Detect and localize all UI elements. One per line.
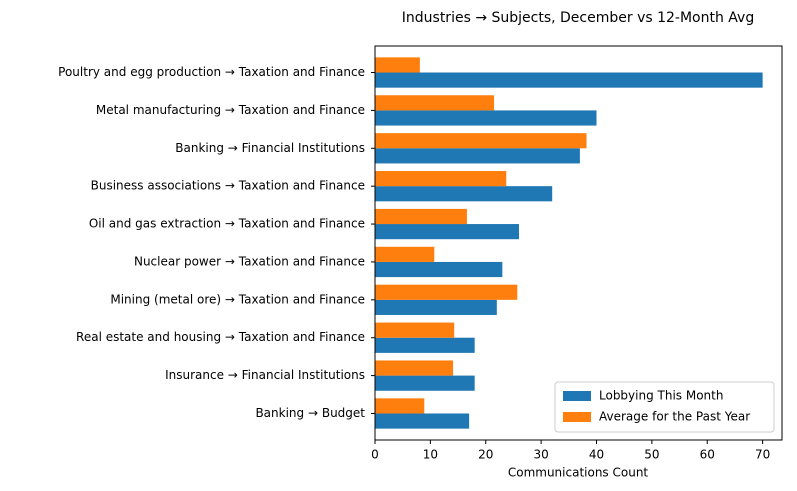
x-axis-label: Communications Count [508,466,649,480]
legend-label: Lobbying This Month [599,389,723,403]
bar [375,375,475,391]
bar [375,148,580,164]
x-tick-label: 60 [700,448,715,462]
y-tick-label: Business associations → Taxation and Fin… [91,179,365,193]
bar [375,133,587,149]
bar [375,57,420,73]
bar [375,224,519,240]
x-tick-label: 20 [478,448,493,462]
bar [375,261,503,278]
bar [375,95,495,111]
y-tick-label: Insurance → Financial Institutions [165,368,365,382]
y-tick-label: Nuclear power → Taxation and Finance [134,254,365,268]
legend-swatch [563,412,591,422]
bar [375,110,597,126]
x-tick-label: 30 [533,448,548,462]
bar [375,171,507,187]
y-tick-label: Poultry and egg production → Taxation an… [58,65,365,79]
bar [375,337,475,353]
y-tick-label: Real estate and housing → Taxation and F… [76,330,365,344]
legend: Lobbying This Month Average for the Past … [554,381,775,433]
bar [375,284,518,300]
y-tick-label: Oil and gas extraction → Taxation and Fi… [89,217,365,231]
legend-swatch [563,391,591,401]
bar [375,360,454,376]
x-tick-label: 0 [371,448,379,462]
bar [375,72,763,88]
x-tick-label: 10 [423,448,438,462]
bar [375,299,497,315]
y-tick-label: Metal manufacturing → Taxation and Finan… [96,103,365,117]
legend-label: Average for the Past Year [599,410,750,424]
bar [375,322,455,338]
legend-box [554,381,775,433]
bar [375,186,553,202]
y-tick-label: Banking → Financial Institutions [175,141,365,155]
x-tick-label: 50 [644,448,659,462]
x-tick-label: 70 [755,448,770,462]
bar [375,413,470,429]
plot-frame [374,45,783,441]
x-tick-label: 40 [589,448,604,462]
bar [375,246,435,262]
bar [375,398,425,414]
chart-title: Industries → Subjects, December vs 12-Mo… [402,10,754,26]
y-tick-label: Mining (metal ore) → Taxation and Financ… [110,292,365,306]
bar [375,208,467,225]
y-tick-label: Banking → Budget [255,406,365,420]
